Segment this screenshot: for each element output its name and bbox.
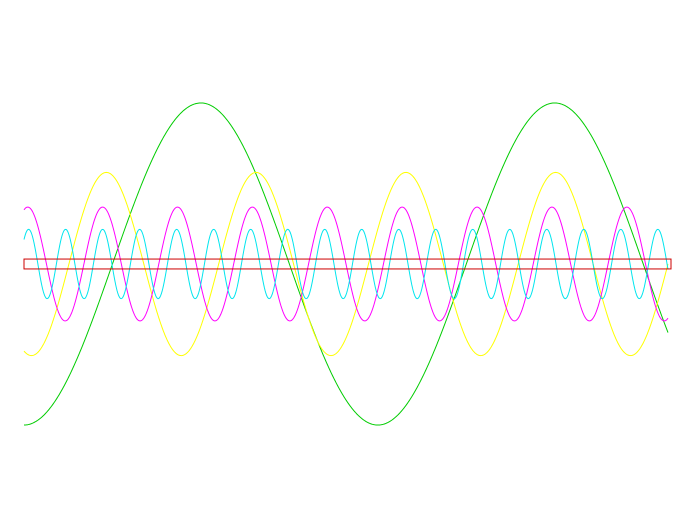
series-layer [23,102,669,426]
band-layer [23,258,672,270]
series-line-yellow [23,171,669,357]
series-line-green [23,102,669,426]
reference-band [23,258,672,270]
series-line-magenta [23,206,669,322]
